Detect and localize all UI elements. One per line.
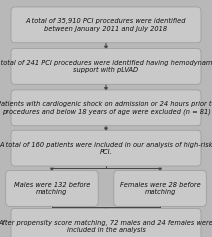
FancyBboxPatch shape bbox=[11, 7, 201, 43]
FancyBboxPatch shape bbox=[11, 130, 201, 166]
Text: A total of 160 patients were included in our analysis of high-risk
PCI.: A total of 160 patients were included in… bbox=[0, 141, 212, 155]
FancyBboxPatch shape bbox=[11, 90, 201, 126]
Text: Patients with cardiogenic shock on admission or 24 hours prior to
procedures and: Patients with cardiogenic shock on admis… bbox=[0, 101, 212, 115]
FancyBboxPatch shape bbox=[11, 209, 201, 237]
Text: Males were 132 before
matching: Males were 132 before matching bbox=[14, 182, 90, 195]
Text: A total of 241 PCI procedures were identified having hemodynamic
support with pL: A total of 241 PCI procedures were ident… bbox=[0, 60, 212, 73]
Text: A total of 35,910 PCI procedures were identified
between January 2011 and July 2: A total of 35,910 PCI procedures were id… bbox=[26, 18, 186, 32]
FancyBboxPatch shape bbox=[11, 49, 201, 84]
FancyBboxPatch shape bbox=[6, 171, 98, 206]
FancyBboxPatch shape bbox=[114, 171, 206, 206]
Text: Females were 28 before
matching: Females were 28 before matching bbox=[120, 182, 200, 195]
Text: After propensity score matching, 72 males and 24 females were
included in the an: After propensity score matching, 72 male… bbox=[0, 220, 212, 233]
